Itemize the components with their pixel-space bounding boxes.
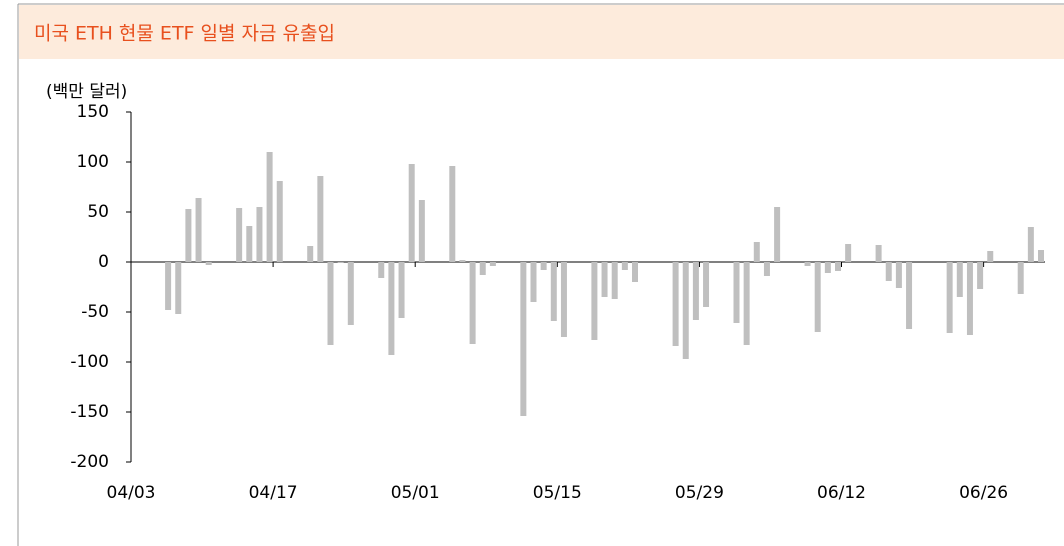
x-tick-label: 05/01 (391, 483, 440, 503)
bar (966, 262, 973, 335)
x-tick-label: 06/26 (959, 483, 1008, 503)
bar (987, 251, 994, 262)
bar (408, 164, 415, 262)
bar (266, 152, 273, 262)
bar (946, 262, 953, 333)
y-tick-label: 50 (87, 202, 109, 222)
bar (489, 262, 496, 266)
bar (236, 208, 243, 262)
bar (885, 262, 892, 281)
chart-title: 미국 ETH 현물 ETF 일별 자금 유출입 (34, 23, 335, 45)
header-band (19, 5, 1064, 59)
bar (804, 262, 811, 266)
bar (611, 262, 618, 299)
bar (195, 198, 202, 262)
bar (398, 262, 405, 318)
bar (703, 262, 710, 307)
bar (550, 262, 557, 321)
bar (895, 262, 902, 288)
bar (743, 262, 750, 345)
bar (875, 245, 882, 262)
x-tick-label: 04/03 (107, 483, 156, 503)
bar (418, 200, 425, 262)
x-tick-label: 05/15 (533, 483, 582, 503)
bar (459, 260, 466, 262)
bar (469, 262, 476, 344)
bar (692, 262, 699, 320)
bar (347, 262, 354, 325)
x-tick-label: 06/12 (817, 483, 866, 503)
y-tick-label: 150 (77, 102, 109, 122)
bar (682, 262, 689, 359)
bar (835, 262, 841, 271)
bar (672, 262, 679, 346)
x-tick-label: 05/29 (675, 483, 724, 503)
bar (1027, 227, 1034, 262)
bar (317, 176, 324, 262)
bar (560, 262, 567, 337)
bar (530, 262, 537, 302)
y-tick-label: -50 (81, 302, 109, 322)
bar (520, 262, 527, 416)
bar (185, 209, 192, 262)
bar (753, 242, 760, 262)
bar (774, 207, 781, 262)
bar (763, 262, 770, 276)
bar (621, 262, 628, 270)
bar (845, 244, 852, 262)
bar (307, 246, 314, 262)
bar (327, 262, 334, 345)
y-tick-label: -150 (70, 402, 109, 422)
y-tick-label: 100 (77, 152, 109, 172)
bar (601, 262, 608, 297)
bar (449, 166, 456, 262)
bar (276, 181, 283, 262)
bar (956, 262, 963, 297)
bar (824, 262, 831, 273)
bar (977, 262, 984, 289)
bar (378, 262, 385, 278)
bar (814, 262, 821, 332)
bar (337, 262, 344, 263)
bar (733, 262, 740, 323)
x-tick-label: 04/17 (249, 483, 298, 503)
bar (479, 262, 486, 275)
y-tick-label: -100 (70, 352, 109, 372)
bar (175, 262, 182, 314)
bar (1017, 262, 1024, 294)
bar (540, 262, 547, 270)
bar (246, 226, 253, 262)
y-axis-label: (백만 달러) (46, 82, 127, 102)
y-tick-label: 0 (98, 252, 109, 272)
bar (591, 262, 598, 340)
y-tick-label: -200 (70, 452, 109, 472)
bar (1038, 250, 1044, 262)
bar (205, 262, 212, 265)
bar (632, 262, 638, 282)
bar (906, 262, 913, 329)
bar (256, 207, 263, 262)
bar (388, 262, 395, 355)
bar (165, 262, 172, 310)
